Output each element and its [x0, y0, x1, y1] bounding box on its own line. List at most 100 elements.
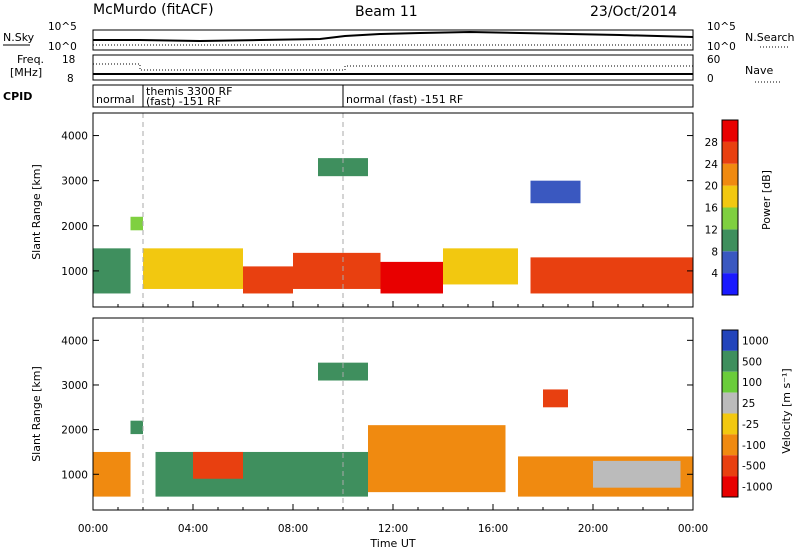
cpid-panel-frame — [92, 84, 694, 108]
power-region — [380, 261, 443, 294]
cpid-segment-label: normal — [96, 93, 135, 106]
power-colorbar-swatch — [722, 229, 738, 252]
velocity-ytick-label: 4000 — [61, 335, 88, 347]
power-colorbar-swatch — [722, 163, 738, 186]
power-colorbar-swatch — [722, 120, 738, 142]
cpid-segment-sublabel: (fast) -151 RF — [146, 95, 221, 108]
velocity-colorbar-tick: 1000 — [742, 335, 769, 347]
power-region — [530, 257, 693, 294]
power-colorbar-tick: 20 — [705, 181, 718, 193]
cpid-segment-label: themis 3300 RF — [146, 85, 233, 98]
power-y-axis: 1000 2000 3000 4000 — [61, 131, 694, 307]
cpid-segments: normal themis 3300 RF(fast) -151 RF normal… — [96, 85, 463, 108]
velocity-colorbar-swatch — [722, 330, 738, 351]
time-xtick-label: 12:00 — [378, 523, 408, 535]
power-region — [143, 248, 243, 289]
time-x-axis: 00:00 04:00 08:00 12:00 16:00 20:00 00:00 — [78, 523, 708, 535]
velocity-colorbar-swatch — [722, 350, 738, 372]
time-xtick-label: 20:00 — [578, 523, 608, 535]
power-colorbar-tick: 4 — [711, 268, 718, 280]
velocity-colorbar-tick: 500 — [742, 356, 762, 368]
velocity-colorbar-swatch — [722, 455, 738, 477]
power-colorbar-swatch — [722, 251, 738, 274]
nsky-label: N.Sky — [3, 31, 35, 44]
nave-label: Nave — [745, 64, 773, 77]
velocity-colorbar-swatch — [722, 434, 738, 456]
velocity-colorbar-swatch — [722, 476, 738, 497]
cpid-segment-label: normal (fast) -151 RF — [346, 93, 463, 106]
nave-tick-high: 60 — [707, 54, 720, 66]
freq-panel-frame — [92, 54, 694, 81]
velocity-colorbar-tick: 25 — [742, 398, 755, 410]
power-colorbar-swatch — [722, 207, 738, 230]
velocity-region — [93, 451, 131, 497]
velocity-region — [593, 460, 681, 488]
power-colorbar: 4 8 12 16 20 24 28 — [705, 119, 739, 296]
velocity-y-axis: 1000 2000 3000 4000 — [61, 335, 694, 510]
power-ytick-label: 1000 — [61, 266, 88, 278]
power-colorbar-swatch — [722, 273, 738, 295]
velocity-colorbar-frame — [721, 329, 739, 498]
velocity-colorbar-tick: -25 — [742, 419, 759, 431]
cpid-label: CPID — [3, 90, 32, 103]
velocity-ytick-label: 2000 — [61, 425, 88, 437]
power-colorbar-frame — [721, 119, 739, 296]
power-region — [130, 216, 143, 231]
velocity-region — [318, 362, 368, 381]
velocity-ytick-label: 3000 — [61, 380, 88, 392]
nave-tick-low: 0 — [707, 73, 714, 85]
date-title: 23/Oct/2014 — [590, 4, 677, 20]
power-colorbar-tick: 28 — [705, 137, 718, 149]
power-ytick-label: 4000 — [61, 131, 88, 143]
nsearch-label: N.Search — [745, 31, 795, 44]
nsky-tick-low: 10^0 — [48, 41, 77, 53]
freq-unit-label: [MHz] — [10, 66, 42, 79]
station-title: McMurdo (fitACF) — [93, 2, 214, 18]
time-xtick-label: 16:00 — [478, 523, 508, 535]
freq-tick-high: 18 — [62, 54, 75, 66]
velocity-colorbar-tick: -500 — [742, 461, 766, 473]
time-xtick-label: 04:00 — [178, 523, 208, 535]
power-region — [243, 266, 293, 294]
time-xtick-label: 00:00 — [78, 523, 108, 535]
freq-label: Freq. — [17, 53, 44, 66]
power-region — [93, 248, 131, 294]
power-ytick-label: 3000 — [61, 176, 88, 188]
velocity-colorbar-tick: 100 — [742, 377, 762, 389]
power-data-regions — [93, 113, 693, 307]
velocity-colorbar-swatch — [722, 413, 738, 435]
power-colorbar-tick: 12 — [705, 224, 718, 236]
beam-title: Beam 11 — [355, 4, 418, 20]
power-ylabel: Slant Range [km] — [30, 164, 43, 260]
velocity-region — [155, 451, 368, 497]
velocity-colorbar-swatch — [722, 392, 738, 414]
power-colorbar-swatch — [722, 185, 738, 208]
velocity-region — [130, 420, 143, 435]
nsky-tick-high: 10^5 — [48, 21, 77, 33]
velocity-data-regions — [93, 318, 693, 510]
power-colorbar-tick: 16 — [705, 203, 719, 215]
freq-tick-low: 8 — [67, 73, 74, 85]
velocity-region — [193, 451, 243, 479]
power-panel: 1000 2000 3000 4000 Slant Range [km] — [30, 112, 694, 308]
power-region — [293, 252, 381, 289]
velocity-colorbar-tick: -100 — [742, 440, 766, 452]
power-colorbar-tick: 8 — [711, 246, 718, 258]
power-region — [530, 180, 581, 204]
velocity-colorbar-tick: -1000 — [742, 482, 773, 494]
velocity-colorbar: 1000 500 100 25 -25 -100 -500 -1000 — [721, 329, 773, 498]
nsearch-tick-low: 10^0 — [707, 41, 736, 53]
power-ytick-label: 2000 — [61, 221, 88, 233]
nave-trace — [93, 63, 693, 71]
power-region — [443, 248, 518, 285]
time-xlabel: Time UT — [369, 537, 415, 550]
velocity-region — [543, 389, 568, 408]
velocity-region — [368, 425, 506, 493]
velocity-colorbar-label: Velocity [m s⁻¹] — [780, 368, 793, 453]
velocity-ylabel: Slant Range [km] — [30, 366, 43, 462]
power-colorbar-tick: 24 — [705, 159, 719, 171]
time-xtick-label: 00:00 — [678, 523, 708, 535]
